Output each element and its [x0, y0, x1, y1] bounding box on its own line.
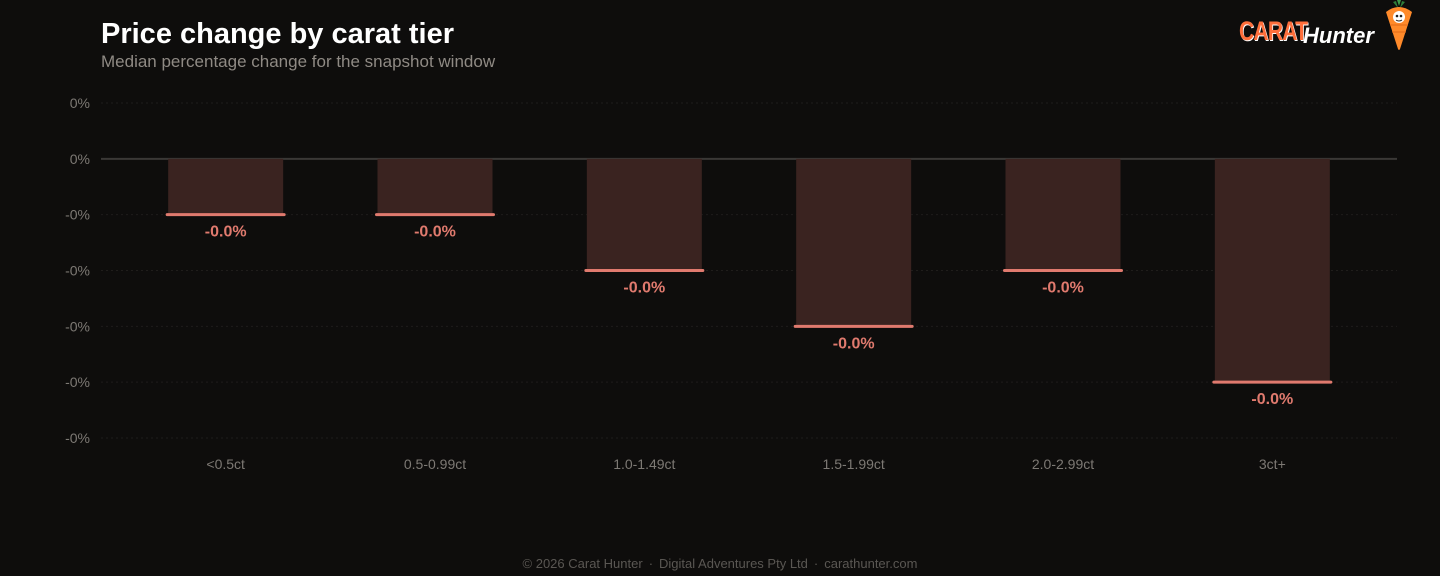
bar[interactable] — [586, 158, 702, 271]
carrot-mascot-icon — [1386, 0, 1412, 50]
y-tick-label: 0% — [70, 151, 90, 167]
footer-company: Digital Adventures Pty Ltd — [659, 556, 808, 571]
footer-copyright: © 2026 Carat Hunter — [522, 556, 643, 571]
footer: © 2026 Carat Hunter · Digital Adventures P… — [0, 556, 1440, 571]
x-tick-label: 1.5-1.99ct — [823, 456, 885, 472]
bar[interactable] — [168, 158, 284, 215]
y-tick-label: -0% — [65, 207, 90, 223]
logo-word-carat: CARAT — [1239, 16, 1308, 46]
logo-word-hunter: Hunter — [1303, 23, 1374, 48]
y-tick-label: -0% — [65, 430, 90, 446]
bar[interactable] — [377, 158, 493, 215]
bar-value-label: -0.0% — [1042, 280, 1084, 297]
y-tick-label: -0% — [65, 318, 90, 334]
bar-value-label: -0.0% — [1251, 391, 1293, 408]
carat-hunter-logo[interactable]: CARAT Hunter — [1236, 0, 1426, 56]
bar-value-label: -0.0% — [414, 224, 456, 241]
footer-separator: · — [813, 556, 819, 571]
bar[interactable] — [796, 158, 912, 327]
footer-separator: · — [648, 556, 654, 571]
y-tick-label: -0% — [65, 263, 90, 279]
y-tick-label: -0% — [65, 374, 90, 390]
bar[interactable] — [1005, 158, 1121, 271]
chart-subtitle: Median percentage change for the snapsho… — [101, 52, 496, 71]
bar-value-label: -0.0% — [205, 224, 247, 241]
x-tick-label: 1.0-1.49ct — [613, 456, 675, 472]
y-tick-label: 0% — [70, 95, 90, 111]
x-tick-label: 2.0-2.99ct — [1032, 456, 1094, 472]
bar[interactable] — [1214, 158, 1330, 383]
chart-title: Price change by carat tier — [101, 18, 454, 50]
bar-value-label: -0.0% — [623, 280, 665, 297]
bar-chart: 0% 0% -0% -0% -0% -0% -0% -0.0% <0.5ct -0.0% 0.5-… — [65, 95, 1397, 472]
x-tick-label: 3ct+ — [1259, 456, 1286, 472]
footer-website-link[interactable]: carathunter.com — [824, 556, 918, 571]
x-tick-label: 0.5-0.99ct — [404, 456, 466, 472]
bar-value-label: -0.0% — [833, 335, 875, 352]
x-tick-label: <0.5ct — [206, 456, 245, 472]
